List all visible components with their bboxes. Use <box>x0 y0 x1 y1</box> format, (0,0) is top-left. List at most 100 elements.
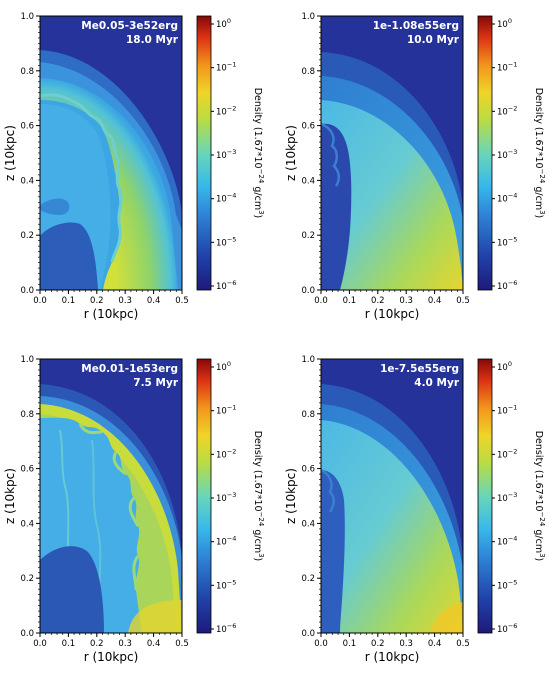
y-tick-label: 0.0 <box>301 286 315 296</box>
y-tick-label: 0.8 <box>301 67 315 77</box>
colorbar-tick-label: 10−4 <box>497 192 517 205</box>
x-tick-label: 0.0 <box>314 296 328 306</box>
x-tick-label: 0.4 <box>147 639 161 649</box>
x-tick-label: 0.4 <box>428 639 442 649</box>
colorbar-label: Density (1.67*10−24 g/cm3) <box>252 88 265 219</box>
x-tick-label: 0.3 <box>118 296 132 306</box>
y-tick-label: 0.6 <box>301 122 315 132</box>
x-tick-label: 0.1 <box>62 639 76 649</box>
panel-b-image <box>321 16 463 290</box>
colorbar-label: Density (1.67*10−24 g/cm3) <box>252 431 265 562</box>
y-tick-label: 0.8 <box>301 410 315 420</box>
colorbar-tick-label: 10−4 <box>497 535 517 548</box>
model-label: Me0.01-1e53erg <box>81 363 178 375</box>
y-tick-label: 0.4 <box>20 176 34 186</box>
colorbar-tick-label: 100 <box>497 17 512 30</box>
y-tick-label: 1.0 <box>20 355 34 365</box>
x-tick-label: 0.0 <box>314 639 328 649</box>
y-tick-label: 1.0 <box>301 355 315 365</box>
colorbar <box>196 15 212 291</box>
colorbar-tick-label: 10−1 <box>497 61 517 74</box>
colorbar-label: Density (1.67*10−24 g/cm3) <box>533 88 546 219</box>
x-axis-label: r (10kpc) <box>365 650 420 664</box>
x-tick-label: 0.2 <box>371 639 385 649</box>
colorbar-label: Density (1.67*10−24 g/cm3) <box>533 431 546 562</box>
colorbar-tick-label: 10−2 <box>216 104 236 117</box>
x-tick-label: 0.1 <box>343 639 357 649</box>
y-axis-label: z (10kpc) <box>3 125 17 181</box>
y-tick-label: 0.2 <box>20 231 34 241</box>
y-tick-label: 1.0 <box>301 12 315 22</box>
x-axis-label: r (10kpc) <box>84 307 139 321</box>
y-tick-label: 0.2 <box>301 574 315 584</box>
time-label: 18.0 Myr <box>126 34 179 46</box>
colorbar-tick-label: 10−4 <box>216 535 236 548</box>
x-tick-label: 0.5 <box>175 639 189 649</box>
x-tick-label: 0.3 <box>118 639 132 649</box>
model-label: Me0.05-3e52erg <box>81 20 178 32</box>
y-axis-label: z (10kpc) <box>3 468 17 524</box>
y-tick-label: 0.6 <box>20 465 34 475</box>
x-axis-label: r (10kpc) <box>84 650 139 664</box>
panel-a-image <box>40 16 182 290</box>
colorbar-tick-label: 10−2 <box>497 447 517 460</box>
x-tick-label: 0.4 <box>147 296 161 306</box>
colorbar-tick-label: 10−5 <box>497 578 517 591</box>
y-tick-label: 0.4 <box>301 176 315 186</box>
colorbar-tick-label: 10−6 <box>216 279 236 292</box>
time-label: 10.0 Myr <box>407 34 460 46</box>
y-tick-label: 0.8 <box>20 67 34 77</box>
panel-c-image <box>40 359 182 633</box>
panel-3: Me0.01-1e53erg 7.5 Myr 0.0 0.1 0.2 0.3 0.4 0.5 0… <box>3 355 265 664</box>
x-tick-label: 0.5 <box>175 296 189 306</box>
colorbar <box>477 358 493 634</box>
model-label: 1e-1.08e55erg <box>373 20 459 32</box>
y-tick-label: 0.2 <box>301 231 315 241</box>
colorbar-tick-label: 10−3 <box>216 491 236 504</box>
colorbar-tick-label: 10−2 <box>216 447 236 460</box>
colorbar-tick-label: 10−5 <box>497 235 517 248</box>
y-tick-label: 0.4 <box>20 519 34 529</box>
x-tick-label: 0.5 <box>456 296 470 306</box>
x-axis-label: r (10kpc) <box>365 307 420 321</box>
y-axis-label: z (10kpc) <box>284 468 298 524</box>
colorbar-tick-label: 10−6 <box>497 279 517 292</box>
x-tick-label: 0.2 <box>90 639 104 649</box>
y-tick-label: 0.0 <box>301 629 315 639</box>
time-label: 4.0 Myr <box>414 377 460 389</box>
colorbar-tick-label: 10−3 <box>497 491 517 504</box>
colorbar-tick-label: 10−5 <box>216 235 236 248</box>
x-tick-label: 0.0 <box>33 296 47 306</box>
x-tick-label: 0.3 <box>399 296 413 306</box>
panel-1: Me0.05-3e52erg 18.0 Myr 0.0 0.1 0.2 0.3 0.4 0.5… <box>3 12 265 321</box>
colorbar-tick-label: 10−1 <box>216 404 236 417</box>
colorbar-tick-label: 100 <box>216 17 231 30</box>
x-tick-label: 0.1 <box>62 296 76 306</box>
y-tick-label: 0.6 <box>20 122 34 132</box>
y-tick-label: 0.2 <box>20 574 34 584</box>
y-tick-label: 0.6 <box>301 465 315 475</box>
colorbar-tick-label: 100 <box>216 360 231 373</box>
colorbar-tick-label: 10−6 <box>497 622 517 635</box>
colorbar-tick-label: 10−4 <box>216 192 236 205</box>
x-tick-label: 0.3 <box>399 639 413 649</box>
colorbar <box>196 358 212 634</box>
y-tick-label: 0.0 <box>20 286 34 296</box>
y-tick-label: 1.0 <box>20 12 34 22</box>
time-label: 7.5 Myr <box>133 377 179 389</box>
y-tick-label: 0.0 <box>20 629 34 639</box>
panel-4: 1e-7.5e55erg 4.0 Myr 0.0 0.1 0.2 0.3 0.4 0.5 0.0… <box>284 355 546 664</box>
x-tick-label: 0.1 <box>343 296 357 306</box>
y-axis-label: z (10kpc) <box>284 125 298 181</box>
colorbar-tick-label: 10−3 <box>497 148 517 161</box>
colorbar-tick-label: 10−1 <box>216 61 236 74</box>
colorbar-tick-label: 100 <box>497 360 512 373</box>
x-tick-label: 0.4 <box>428 296 442 306</box>
colorbar-tick-label: 10−6 <box>216 622 236 635</box>
colorbar-tick-label: 10−5 <box>216 578 236 591</box>
x-tick-label: 0.0 <box>33 639 47 649</box>
panel-2: 1e-1.08e55erg 10.0 Myr 0.0 0.1 0.2 0.3 0.4 0.5 0… <box>284 12 546 321</box>
x-tick-label: 0.5 <box>456 639 470 649</box>
x-tick-label: 0.2 <box>90 296 104 306</box>
